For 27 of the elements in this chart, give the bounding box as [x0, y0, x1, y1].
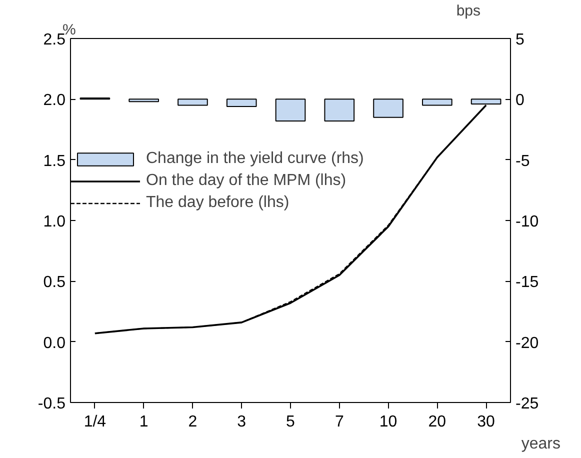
x-tick-label: 20: [428, 414, 446, 430]
y-tick-label: 0.5: [43, 274, 66, 292]
y2-axis-title: bps: [456, 2, 481, 20]
x-tick-label: 1: [139, 414, 148, 430]
x-tick-label: 7: [334, 414, 344, 430]
y2-tick-label: -20: [516, 334, 539, 352]
y2-tick-label: 5: [516, 32, 524, 48]
x-tick-label: 3: [237, 414, 246, 430]
y-tick-label: 2.0: [43, 92, 66, 110]
y-tick-label: 1.5: [43, 152, 66, 170]
x-axis-title: years: [521, 436, 560, 452]
legend-label: On the day of the MPM (lhs): [146, 172, 346, 190]
x-tick-label: 30: [477, 414, 496, 430]
x-tick-label: 1/4: [84, 414, 106, 430]
x-tick-label: 10: [379, 414, 398, 430]
x-tick-label: 2: [188, 414, 198, 430]
legend-label: Change in the yield curve (rhs): [146, 150, 364, 168]
y2-tick-label: 0: [516, 92, 524, 110]
y2-tick-label: -25: [516, 396, 539, 412]
y2-tick-label: -15: [516, 274, 539, 292]
legend-label: The day before (lhs): [146, 194, 290, 212]
y2-tick-label: -10: [516, 214, 539, 230]
y-tick-label: 0.0: [43, 334, 66, 352]
y2-tick-label: -5: [516, 152, 530, 170]
x-tick-label: 5: [286, 414, 296, 430]
y-tick-label: -0.5: [38, 396, 66, 412]
y-tick-label: 1.0: [43, 214, 66, 230]
